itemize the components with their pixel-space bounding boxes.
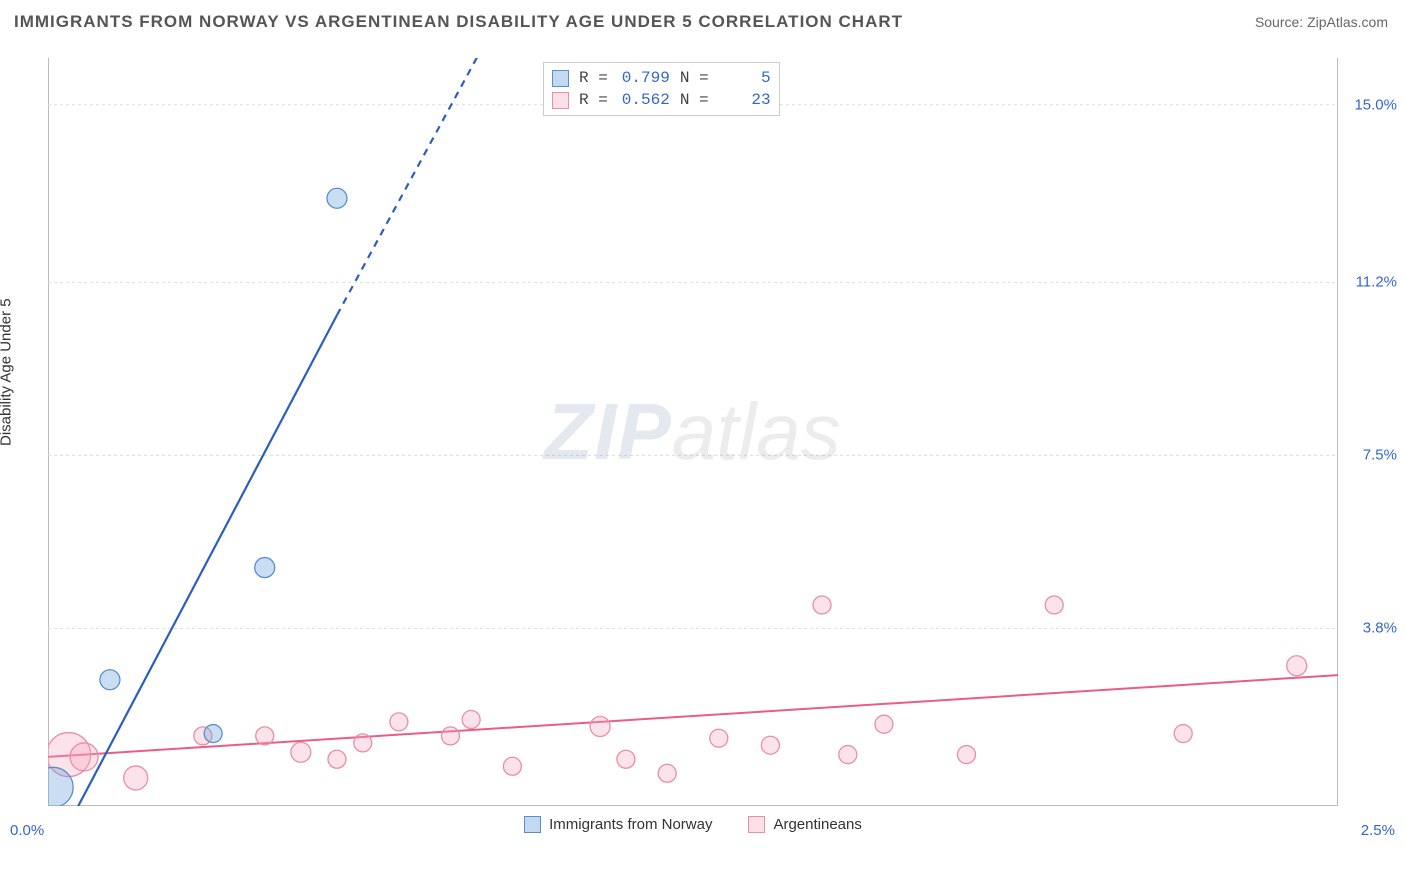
n-value-pink: 23 [719, 91, 771, 109]
n-label: N = [680, 69, 709, 87]
legend-item-pink: Argentineans [748, 816, 861, 833]
y-axis-tick-label: 11.2% [1356, 274, 1397, 291]
y-axis-tick-label: 7.5% [1363, 447, 1397, 464]
source-prefix: Source: [1255, 14, 1307, 30]
legend-label-pink: Argentineans [773, 816, 861, 833]
r-value-blue: 0.799 [618, 69, 670, 87]
swatch-pink-icon [748, 816, 765, 833]
y-axis-tick-label: 3.8% [1363, 620, 1397, 637]
n-value-blue: 5 [719, 69, 771, 87]
r-label: R = [579, 91, 608, 109]
correlation-row-pink: R = 0.562 N = 23 [552, 89, 771, 111]
r-label: R = [579, 69, 608, 87]
series-legend: Immigrants from Norway Argentineans [48, 812, 1338, 836]
legend-item-blue: Immigrants from Norway [524, 816, 712, 833]
swatch-pink-icon [552, 92, 569, 109]
x-axis-min-label: 0.0% [10, 822, 44, 839]
n-label: N = [680, 91, 709, 109]
chart-root: IMMIGRANTS FROM NORWAY VS ARGENTINEAN DI… [0, 0, 1406, 892]
source-attribution: Source: ZipAtlas.com [1255, 14, 1388, 30]
correlation-row-blue: R = 0.799 N = 5 [552, 67, 771, 89]
r-value-pink: 0.562 [618, 91, 670, 109]
source-link[interactable]: ZipAtlas.com [1307, 14, 1388, 30]
plot-area: ZIPatlas R = 0.799 N = 5 R = 0.562 N = 2… [48, 58, 1338, 806]
swatch-blue-icon [552, 70, 569, 87]
legend-label-blue: Immigrants from Norway [549, 816, 712, 833]
chart-title: IMMIGRANTS FROM NORWAY VS ARGENTINEAN DI… [14, 12, 903, 32]
chart-svg [48, 58, 1338, 806]
y-axis-label: Disability Age Under 5 [0, 298, 15, 446]
correlation-legend: R = 0.799 N = 5 R = 0.562 N = 23 [543, 62, 780, 116]
x-axis-max-label: 2.5% [1361, 822, 1395, 839]
y-axis-tick-label: 15.0% [1354, 96, 1397, 113]
swatch-blue-icon [524, 816, 541, 833]
